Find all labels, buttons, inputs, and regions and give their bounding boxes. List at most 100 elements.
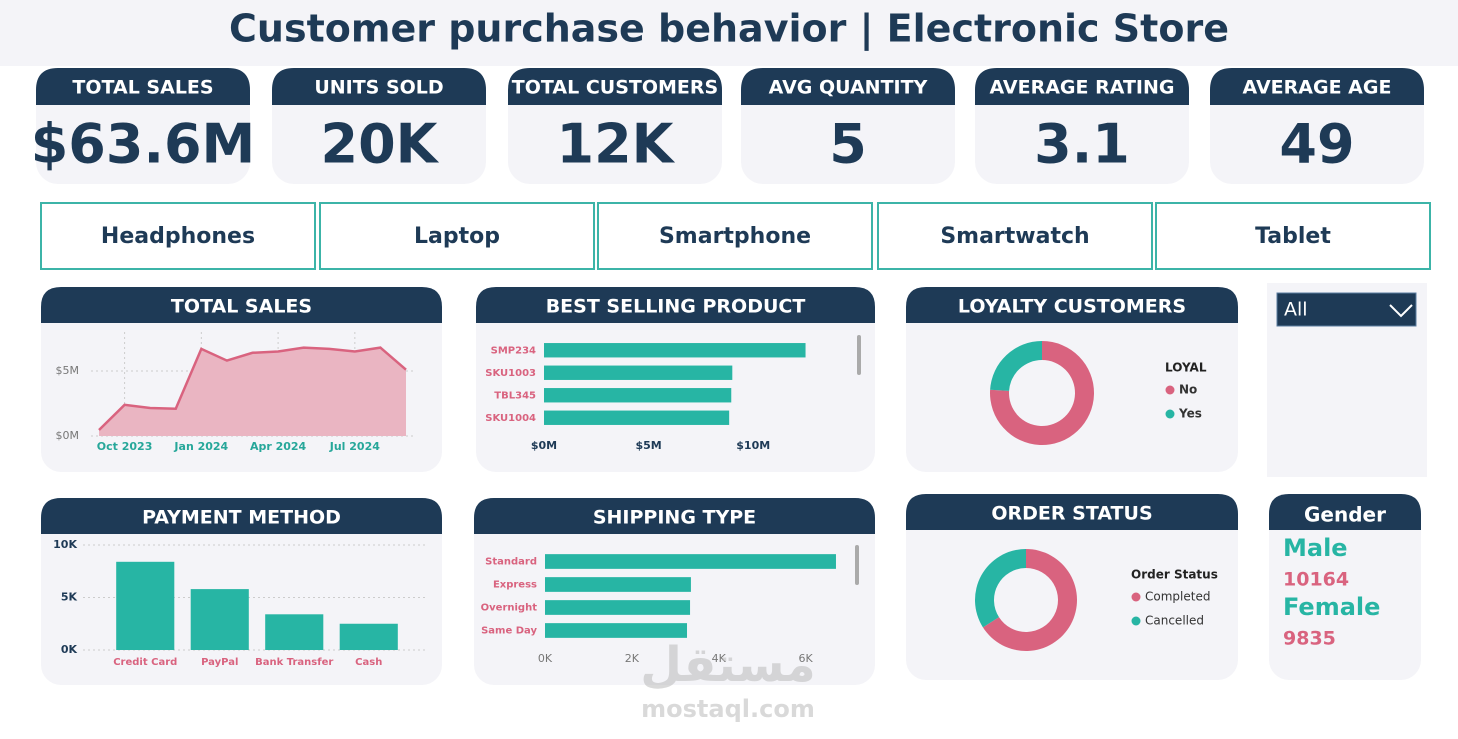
- y-category-label: SMP234: [491, 345, 536, 356]
- title-band: [0, 0, 1458, 66]
- donut-slice: [990, 341, 1094, 445]
- x-tick-label: Credit Card: [113, 657, 177, 668]
- kpi-value: 49: [1279, 113, 1354, 176]
- bar: [544, 388, 732, 403]
- y-category-label: SKU1003: [485, 368, 536, 379]
- donut-slice: [990, 341, 1042, 391]
- kpi-card-header: [975, 68, 1189, 105]
- chart-title: PAYMENT METHOD: [142, 507, 341, 529]
- bar: [265, 614, 324, 650]
- bar: [544, 410, 730, 425]
- chart-panel: [906, 287, 1238, 472]
- bar: [190, 589, 249, 650]
- y-category-label: SKU1004: [485, 413, 536, 424]
- donut-slice: [975, 549, 1026, 628]
- chart-title: LOYALTY CUSTOMERS: [958, 296, 1186, 318]
- filter-label[interactable]: Smartphone: [659, 224, 811, 249]
- chart-panel-header: [906, 494, 1238, 530]
- dashboard-title: Customer purchase behavior | Electronic …: [229, 7, 1229, 52]
- legend-label: Completed: [1145, 590, 1210, 604]
- y-tick-label: $0M: [56, 429, 80, 442]
- x-tick-label: $10M: [736, 439, 770, 452]
- x-tick-label: Bank Transfer: [255, 657, 333, 668]
- x-tick-label: 6K: [798, 652, 813, 665]
- filter-button[interactable]: [597, 202, 873, 270]
- filter-label[interactable]: Tablet: [1255, 224, 1331, 249]
- area-fill: [99, 347, 406, 436]
- filter-label[interactable]: Headphones: [101, 224, 255, 249]
- kpi-label: AVERAGE RATING: [989, 77, 1174, 99]
- gender-value: 9835: [1283, 628, 1336, 650]
- y-tick-label: 5K: [61, 591, 78, 604]
- donut-slice: [982, 549, 1078, 652]
- watermark-site: mostaql.com: [641, 695, 815, 723]
- kpi-card-header: [272, 68, 486, 105]
- bar: [545, 577, 691, 592]
- filter-button[interactable]: [1155, 202, 1431, 270]
- kpi-label: AVERAGE AGE: [1243, 77, 1392, 99]
- x-tick-label: Oct 2023: [97, 440, 153, 453]
- kpi-value: 3.1: [1034, 113, 1130, 176]
- chart-title: TOTAL SALES: [171, 296, 312, 318]
- bar: [339, 623, 398, 650]
- gender-card-header: [1269, 494, 1421, 530]
- legend-swatch: [1131, 592, 1141, 602]
- y-tick-label: 0K: [61, 643, 78, 656]
- gender-value: 10164: [1283, 569, 1349, 591]
- chart-panel-header: [41, 287, 442, 323]
- filter-button[interactable]: [877, 202, 1153, 270]
- filter-button[interactable]: [40, 202, 316, 270]
- x-tick-label: 2K: [625, 652, 640, 665]
- x-tick-label: 4K: [712, 652, 727, 665]
- legend-label: Yes: [1178, 407, 1202, 421]
- bar: [545, 600, 691, 615]
- y-tick-label: 10K: [53, 538, 77, 551]
- bar: [544, 343, 806, 358]
- bar: [116, 561, 175, 650]
- bar: [545, 554, 836, 569]
- y-tick-label: $5M: [56, 364, 80, 377]
- kpi-value: 5: [829, 113, 867, 176]
- kpi-card-header: [1210, 68, 1424, 105]
- x-tick-label: 0K: [538, 652, 553, 665]
- chart-title: ORDER STATUS: [991, 503, 1152, 525]
- kpi-card-header: [36, 68, 250, 105]
- legend-swatch: [1165, 385, 1175, 395]
- legend-swatch: [1131, 616, 1141, 626]
- chart-title: SHIPPING TYPE: [593, 507, 756, 529]
- y-category-label: Standard: [485, 557, 537, 568]
- legend-swatch: [1165, 409, 1175, 419]
- filter-button[interactable]: [319, 202, 595, 270]
- bar: [544, 365, 733, 380]
- chart-panel-header: [474, 498, 875, 534]
- gender-label: Male: [1283, 534, 1348, 562]
- filter-label[interactable]: Smartwatch: [940, 224, 1089, 249]
- kpi-value: 12K: [557, 113, 676, 176]
- gender-label: Female: [1283, 593, 1380, 621]
- scrollbar: [857, 335, 861, 375]
- legend-label: Cancelled: [1145, 614, 1204, 628]
- dropdown[interactable]: [1276, 292, 1417, 327]
- x-tick-label: PayPal: [201, 657, 238, 668]
- chart-panel-header: [476, 287, 875, 323]
- gender-card: [1269, 494, 1421, 680]
- x-tick-label: Cash: [355, 657, 382, 668]
- kpi-label: TOTAL SALES: [72, 77, 213, 99]
- legend-title: LOYAL: [1165, 361, 1207, 375]
- kpi-card-header: [508, 68, 722, 105]
- gender-title: Gender: [1304, 503, 1386, 527]
- legend-label: No: [1179, 383, 1197, 397]
- dropdown-arrow: [1389, 304, 1413, 318]
- kpi-label: AVG QUANTITY: [769, 77, 928, 99]
- filter-label[interactable]: Laptop: [414, 224, 500, 249]
- x-tick-label: Apr 2024: [250, 440, 307, 453]
- y-category-label: Express: [493, 580, 537, 591]
- chart-panel-header: [41, 498, 442, 534]
- watermark-logo: مستقل: [640, 637, 816, 693]
- kpi-value: $63.6M: [31, 113, 256, 176]
- y-category-label: Same Day: [481, 626, 537, 637]
- x-tick-label: $0M: [531, 439, 557, 452]
- dropdown-value[interactable]: All: [1284, 299, 1308, 321]
- y-category-label: Overnight: [481, 603, 538, 614]
